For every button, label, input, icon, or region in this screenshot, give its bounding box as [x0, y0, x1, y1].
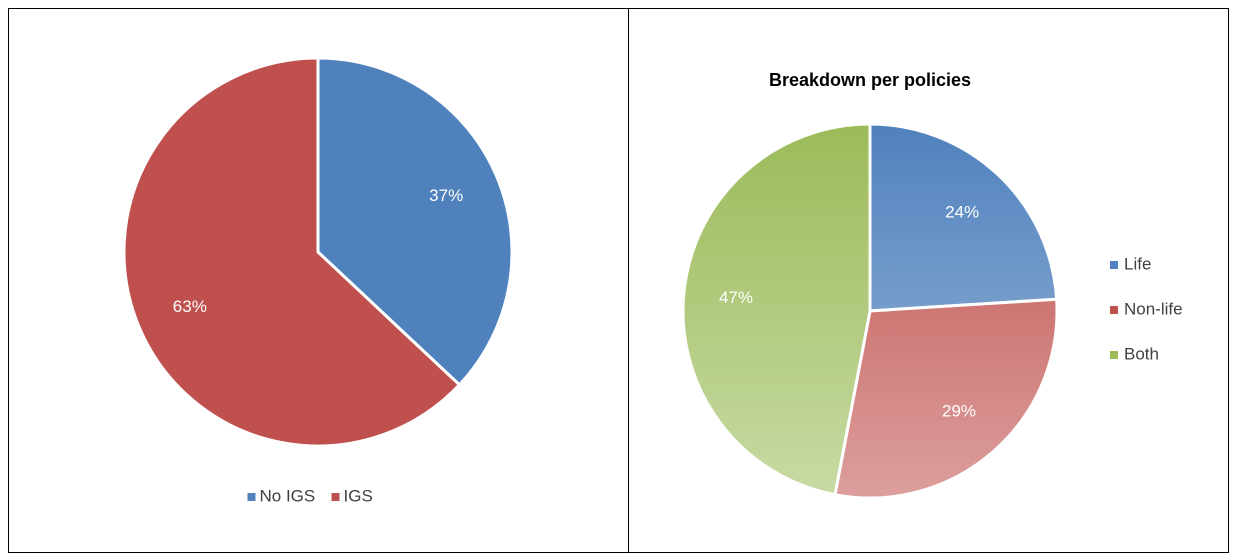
legend-label: Life	[1124, 254, 1151, 273]
legend-marker	[331, 493, 340, 501]
pie-slice	[681, 122, 872, 497]
data-label: 29%	[942, 401, 976, 420]
legend-marker	[1110, 261, 1118, 269]
legend-label: Non-life	[1124, 299, 1183, 318]
legend-marker	[247, 493, 256, 501]
data-label: 24%	[945, 202, 979, 221]
data-label: 63%	[173, 297, 207, 316]
data-label: 47%	[719, 288, 753, 307]
data-label: 37%	[429, 186, 463, 205]
pie-slice	[122, 56, 462, 448]
legend-marker	[1110, 306, 1118, 314]
pie-slice	[868, 122, 1059, 313]
chart-title: Breakdown per policies	[769, 70, 971, 90]
legend-label: No IGS	[260, 486, 316, 505]
legend-label: Both	[1124, 344, 1159, 363]
pie-slice	[316, 56, 514, 387]
legend-marker	[1110, 351, 1118, 359]
legend-label: IGS	[344, 486, 373, 505]
pie-slice	[833, 297, 1059, 500]
